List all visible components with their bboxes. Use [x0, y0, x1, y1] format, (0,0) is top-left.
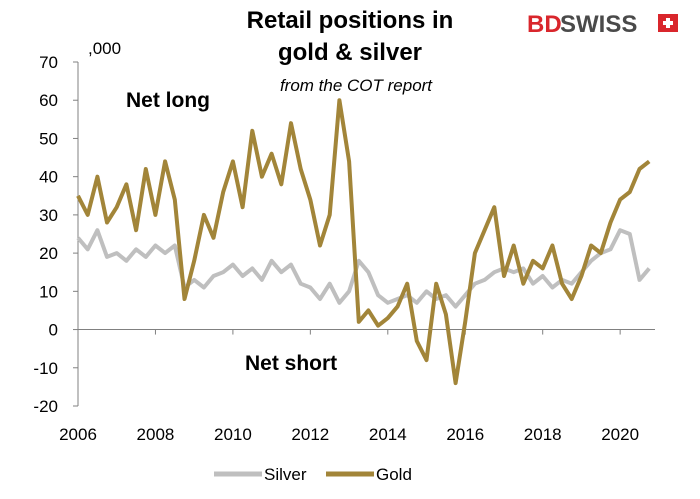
logo-flag-cross-v [666, 18, 670, 28]
x-tick-label: 2010 [214, 425, 252, 444]
x-axis-ticks: 2006 2008 2010 2012 2014 2016 2018 2020 [59, 329, 639, 444]
y-axis-unit: ,000 [88, 39, 121, 58]
x-tick-label: 2006 [59, 425, 97, 444]
x-tick-label: 2014 [369, 425, 407, 444]
x-tick-label: 2008 [137, 425, 175, 444]
x-tick-label: 2018 [524, 425, 562, 444]
chart-title-line1: Retail positions in [247, 7, 454, 34]
x-tick-label: 2016 [446, 425, 484, 444]
y-tick-label: 40 [39, 168, 58, 187]
x-tick-label: 2020 [601, 425, 639, 444]
y-tick-label: 70 [39, 53, 58, 72]
bdswiss-logo: BD SWISS [527, 11, 678, 38]
legend-label-silver: Silver [264, 465, 307, 484]
y-tick-label: 20 [39, 244, 58, 263]
annotation-net-long: Net long [126, 89, 210, 112]
x-tick-label: 2012 [291, 425, 329, 444]
legend: Silver Gold [214, 465, 412, 484]
logo-swiss-text: SWISS [560, 11, 637, 38]
chart-title-line2: gold & silver [278, 39, 422, 66]
y-tick-label: -10 [33, 359, 58, 378]
y-tick-label: 50 [39, 129, 58, 148]
y-tick-label: 0 [49, 321, 58, 340]
annotation-net-short: Net short [245, 352, 337, 375]
y-axis-ticks: 70 60 50 40 30 20 10 0 -10 -20 [33, 53, 78, 416]
y-tick-label: 60 [39, 91, 58, 110]
y-tick-label: 30 [39, 206, 58, 225]
legend-label-gold: Gold [376, 465, 412, 484]
chart-subtitle: from the COT report [280, 76, 433, 95]
y-tick-label: -20 [33, 397, 58, 416]
series-line-gold [76, 98, 651, 386]
y-tick-label: 10 [39, 282, 58, 301]
logo-bd-text: BD [527, 11, 562, 38]
series-line-silver [76, 228, 651, 309]
